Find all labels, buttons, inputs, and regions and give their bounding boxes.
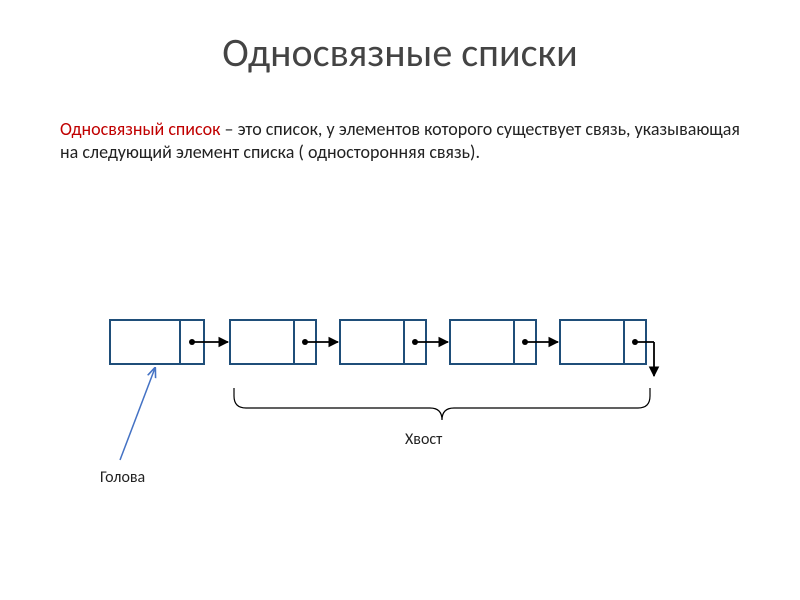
slide: Односвязные списки Односвязный список – … [0, 0, 800, 600]
linked-list-diagram [0, 0, 800, 600]
head-label: Голова [100, 468, 145, 487]
tail-label: Хвост [405, 430, 442, 449]
